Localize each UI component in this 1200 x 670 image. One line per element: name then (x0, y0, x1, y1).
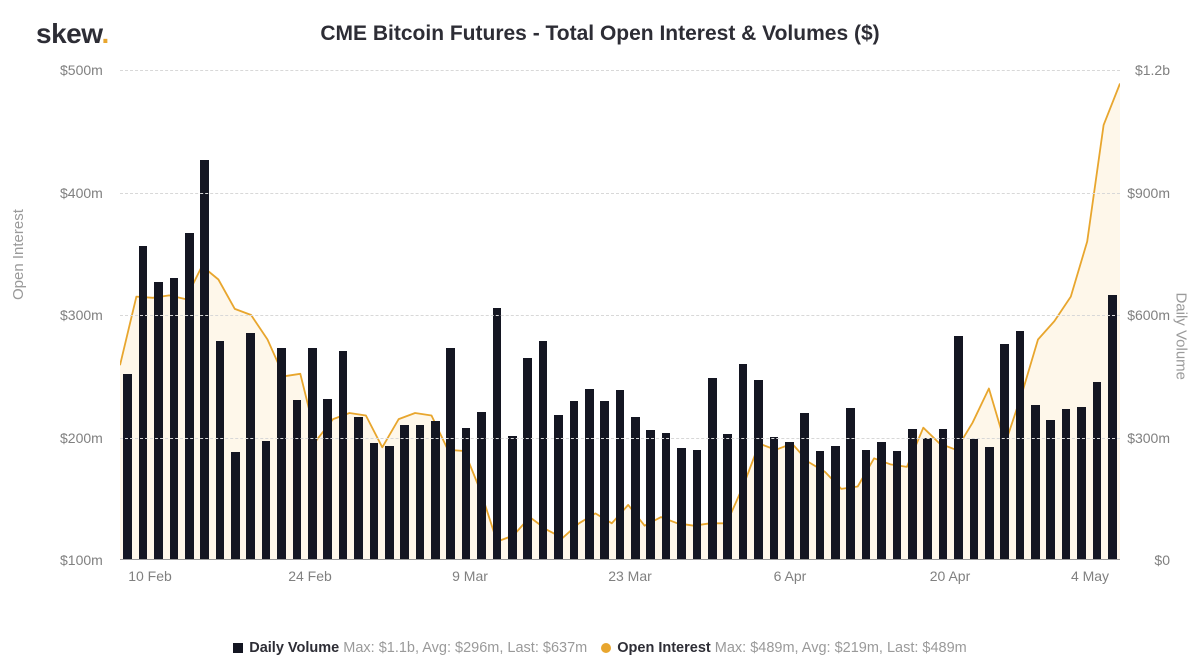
volume-bar (708, 378, 717, 560)
volume-bar (739, 364, 748, 560)
y-tick-left: $200m (60, 430, 103, 446)
x-tick: 4 May (1071, 568, 1109, 584)
volume-bar (1000, 344, 1009, 560)
volume-bar (508, 436, 517, 560)
volume-bar (216, 341, 225, 560)
volume-bar (923, 438, 932, 561)
volume-bar (970, 439, 979, 560)
volume-bar (846, 408, 855, 560)
volume-bar (877, 442, 886, 560)
volume-bar (354, 417, 363, 560)
baseline (120, 559, 1120, 560)
y-tick-right: $900m (1127, 185, 1170, 201)
legend-oi-label: Open Interest (617, 640, 710, 656)
volume-bar (631, 417, 640, 560)
volume-bar (400, 425, 409, 560)
volume-bar (1093, 382, 1102, 560)
volume-bar (523, 358, 532, 560)
volume-bar (139, 246, 148, 560)
volume-bar (908, 429, 917, 560)
y-tick-left: $300m (60, 307, 103, 323)
volume-bar (954, 336, 963, 560)
volume-bar (985, 447, 994, 560)
y-tick-right: $0 (1154, 552, 1170, 568)
volume-bar (185, 233, 194, 560)
volume-bar (277, 348, 286, 560)
volume-bar (939, 429, 948, 560)
volume-bar (785, 442, 794, 560)
volume-bar (123, 374, 132, 560)
volume-bar (370, 443, 379, 560)
volume-bar (385, 446, 394, 560)
volume-bar (1031, 405, 1040, 560)
volume-bar (416, 425, 425, 560)
volume-bar (616, 390, 625, 560)
y-tick-right: $1.2b (1135, 62, 1170, 78)
volume-bar (770, 437, 779, 560)
plot-area: $100m$200m$300m$400m$500m $0$300m$600m$9… (120, 70, 1120, 560)
volume-bar (1062, 409, 1071, 560)
volume-bar (170, 278, 179, 560)
volume-bar (1108, 295, 1117, 560)
volume-bar (677, 448, 686, 560)
x-tick: 23 Mar (608, 568, 652, 584)
volume-bar (585, 389, 594, 561)
legend: Daily Volume Max: $1.1b, Avg: $296m, Las… (0, 640, 1200, 656)
volume-bar (754, 380, 763, 560)
volume-bar (431, 421, 440, 560)
y-axis-right-label: Daily Volume (1173, 292, 1190, 380)
legend-volume-label: Daily Volume (249, 640, 339, 656)
volume-bar (262, 441, 271, 560)
volume-bar (293, 400, 302, 560)
volume-bar (446, 348, 455, 560)
legend-volume-stats: Max: $1.1b, Avg: $296m, Last: $637m (339, 640, 587, 656)
volume-bar (323, 399, 332, 560)
y-tick-right: $300m (1127, 430, 1170, 446)
volume-swatch-icon (233, 643, 243, 653)
volume-bar (493, 308, 502, 560)
volume-bar (477, 412, 486, 560)
y-tick-left: $500m (60, 62, 103, 78)
volume-bar (246, 333, 255, 560)
volume-bar (816, 451, 825, 560)
volume-bar (831, 446, 840, 560)
volume-bar (1046, 420, 1055, 560)
volume-bar (200, 160, 209, 560)
x-tick: 9 Mar (452, 568, 488, 584)
chart-title: CME Bitcoin Futures - Total Open Interes… (0, 22, 1200, 46)
volume-bar (723, 434, 732, 560)
x-tick: 6 Apr (774, 568, 807, 584)
y-tick-right: $600m (1127, 307, 1170, 323)
volume-bar (862, 450, 871, 560)
volume-bar (893, 451, 902, 560)
volume-bar (231, 452, 240, 560)
volume-bar (462, 428, 471, 560)
volume-bar (308, 348, 317, 560)
volume-bar (1077, 407, 1086, 560)
volume-bar (600, 401, 609, 560)
y-tick-left: $100m (60, 552, 103, 568)
y-axis-left-label: Open Interest (10, 209, 27, 300)
volume-bar (339, 351, 348, 560)
volume-bar (539, 341, 548, 560)
volume-bar (646, 430, 655, 560)
volume-bar (570, 401, 579, 560)
y-tick-left: $400m (60, 185, 103, 201)
volume-bar (693, 450, 702, 560)
oi-swatch-icon (601, 643, 611, 653)
x-tick: 10 Feb (128, 568, 172, 584)
volume-bar (662, 433, 671, 560)
legend-oi-stats: Max: $489m, Avg: $219m, Last: $489m (711, 640, 967, 656)
volume-bar (1016, 331, 1025, 560)
volume-bar (800, 413, 809, 560)
x-tick: 24 Feb (288, 568, 332, 584)
volume-bar (154, 282, 163, 560)
x-tick: 20 Apr (930, 568, 970, 584)
